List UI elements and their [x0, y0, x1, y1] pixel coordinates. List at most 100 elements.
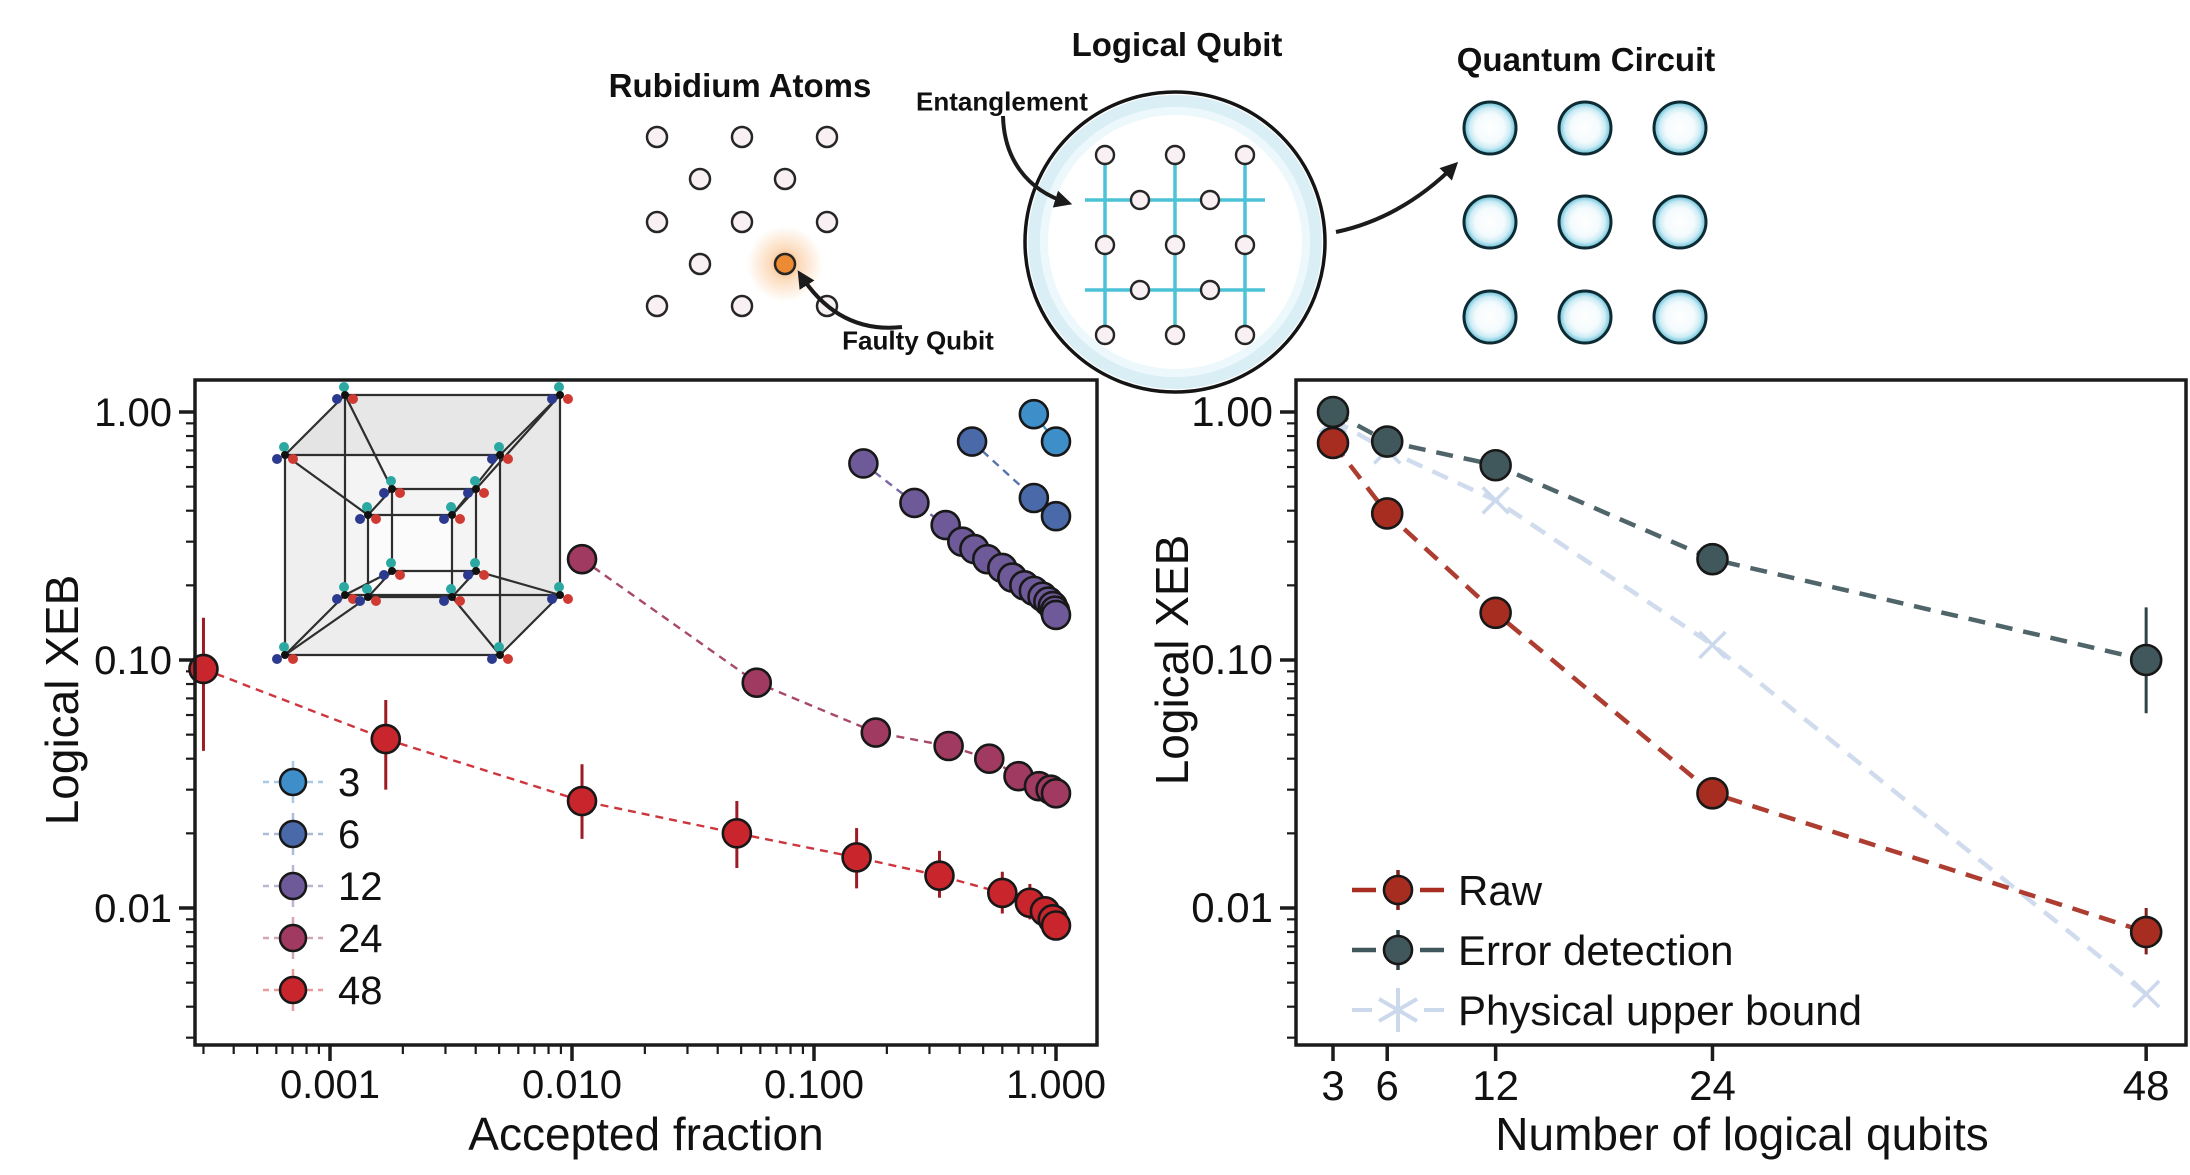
logical-qubit-circle: [1652, 194, 1708, 250]
legend-marker: [278, 975, 308, 1005]
data-point: [987, 877, 1018, 909]
right-chart-ticks: 3 6 12 24 48 1.00 0.10 0.01: [1191, 388, 2169, 1109]
vertex-dot-red: [479, 570, 489, 580]
vertex-dot: [341, 391, 349, 399]
data-point-x: [2131, 979, 2161, 1009]
vertex-dot: [472, 567, 480, 575]
legend-label: 3: [338, 761, 360, 805]
vertex-dot-red: [348, 394, 358, 404]
atom: [1129, 189, 1151, 211]
vertex-dot-red: [395, 570, 405, 580]
vertex-dot-teal: [470, 558, 480, 568]
vertex-dot-navy: [272, 654, 282, 664]
left-chart-series-48: [188, 617, 1072, 941]
x-axis-tick-label: 12: [1472, 1062, 1519, 1109]
vertex-dot: [364, 511, 372, 519]
entanglement-arrow: [1001, 115, 1073, 208]
y-axis-tick-label: 0.01: [1191, 884, 1273, 931]
hypercube-face: [368, 515, 452, 597]
vertex-dot: [556, 391, 564, 399]
vertex-dot-navy: [547, 394, 557, 404]
x-axis-tick-label: 48: [2123, 1062, 2170, 1109]
hypercube-edge: [475, 569, 561, 597]
vertex-dot-teal: [554, 382, 564, 392]
faulty-qubit-atom: [773, 252, 797, 276]
legend-marker: [278, 819, 308, 849]
quantum-circuit-title: Quantum Circuit: [1456, 41, 1716, 78]
data-point: [1040, 500, 1072, 532]
data-point: [1696, 542, 1729, 576]
vertex-dot: [388, 485, 396, 493]
logical-qubit-bubble: [1001, 90, 1459, 394]
data-point: [1316, 426, 1350, 460]
series-line: [1331, 417, 2148, 996]
x-axis-tick-label: 0.100: [764, 1063, 864, 1107]
left-yaxis-title: Logical XEB: [36, 574, 88, 826]
vertex-dot-teal: [554, 582, 564, 592]
inset-hypercube: [272, 382, 573, 664]
x-axis-tick-label: 1.000: [1006, 1063, 1106, 1107]
vertex-dot-navy: [355, 514, 365, 524]
atom: [1129, 279, 1151, 301]
legend-marker: [278, 767, 308, 797]
vertex-dot-navy: [547, 594, 557, 604]
legend-item-physical-upper-bound: Physical upper bound: [1352, 987, 1862, 1034]
atom: [645, 210, 669, 234]
atom: [730, 210, 754, 234]
vertex-dot: [496, 451, 504, 459]
data-point: [1316, 395, 1350, 429]
hypercube-edge: [451, 596, 501, 656]
quantum-circuit-grid: [1462, 100, 1708, 345]
logical-qubit-title: Logical Qubit: [1071, 26, 1283, 63]
vertex-dot-teal: [494, 642, 504, 652]
vertex-dot: [281, 651, 289, 659]
right-yaxis-title: Logical XEB: [1146, 534, 1198, 786]
right-chart-series-error-detection: [1316, 395, 2163, 714]
y-axis-tick-label: 0.10: [1191, 636, 1273, 683]
legend-label: Physical upper bound: [1458, 987, 1862, 1034]
vertex-dot-teal: [386, 476, 396, 486]
legend-item-6: 6: [263, 813, 360, 857]
atom: [1234, 324, 1256, 346]
data-point: [1479, 596, 1512, 630]
left-chart-series-6: [956, 426, 1072, 532]
vertex-dot-red: [395, 488, 405, 498]
data-point: [370, 723, 402, 755]
data-point: [924, 860, 955, 891]
data-point: [566, 543, 598, 575]
left-xaxis-title: Accepted fraction: [468, 1108, 824, 1160]
vertex-dot: [496, 651, 504, 659]
vertex-dot-teal: [446, 584, 456, 594]
hypercube-edge: [284, 394, 346, 456]
hypercube-edge: [284, 594, 346, 656]
vertex-dot-red: [503, 454, 513, 464]
vertex-dot-navy: [332, 594, 342, 604]
data-point: [566, 785, 598, 817]
vertex-dot-navy: [463, 570, 473, 580]
hypercube-edge: [284, 454, 369, 516]
vertex-dot: [388, 567, 396, 575]
series-line: [1331, 410, 2147, 663]
vertex-dot-teal: [279, 642, 289, 652]
faulty-qubit-label: Faulty Qubit: [842, 325, 994, 356]
diagram-strip: [645, 90, 1708, 394]
logical-qubit-circle: [1652, 100, 1708, 156]
vertex-dot-teal: [470, 476, 480, 486]
right-chart-legend: Raw Error detection Physical upper bound: [1352, 867, 1862, 1034]
legend-item-12: 12: [263, 865, 383, 909]
atom: [1164, 144, 1186, 166]
vertex-dot: [281, 451, 289, 459]
rubidium-atom-array: [645, 125, 903, 330]
atom: [773, 167, 797, 191]
right-xaxis-title: Number of logical qubits: [1495, 1108, 1989, 1160]
atom: [730, 125, 754, 149]
left-chart-series-24: [566, 543, 1072, 809]
atom: [1199, 189, 1221, 211]
right-chart: 3 6 12 24 48 1.00 0.10 0.01 Raw Error detection Ph…: [1191, 378, 2188, 1109]
legend-label: Error detection: [1458, 927, 1733, 974]
atom: [815, 125, 839, 149]
data-point: [956, 426, 988, 457]
data-point-x: [1698, 630, 1727, 660]
left-chart-series-3: [1018, 398, 1072, 457]
logical-qubit-circle: [1462, 194, 1518, 250]
